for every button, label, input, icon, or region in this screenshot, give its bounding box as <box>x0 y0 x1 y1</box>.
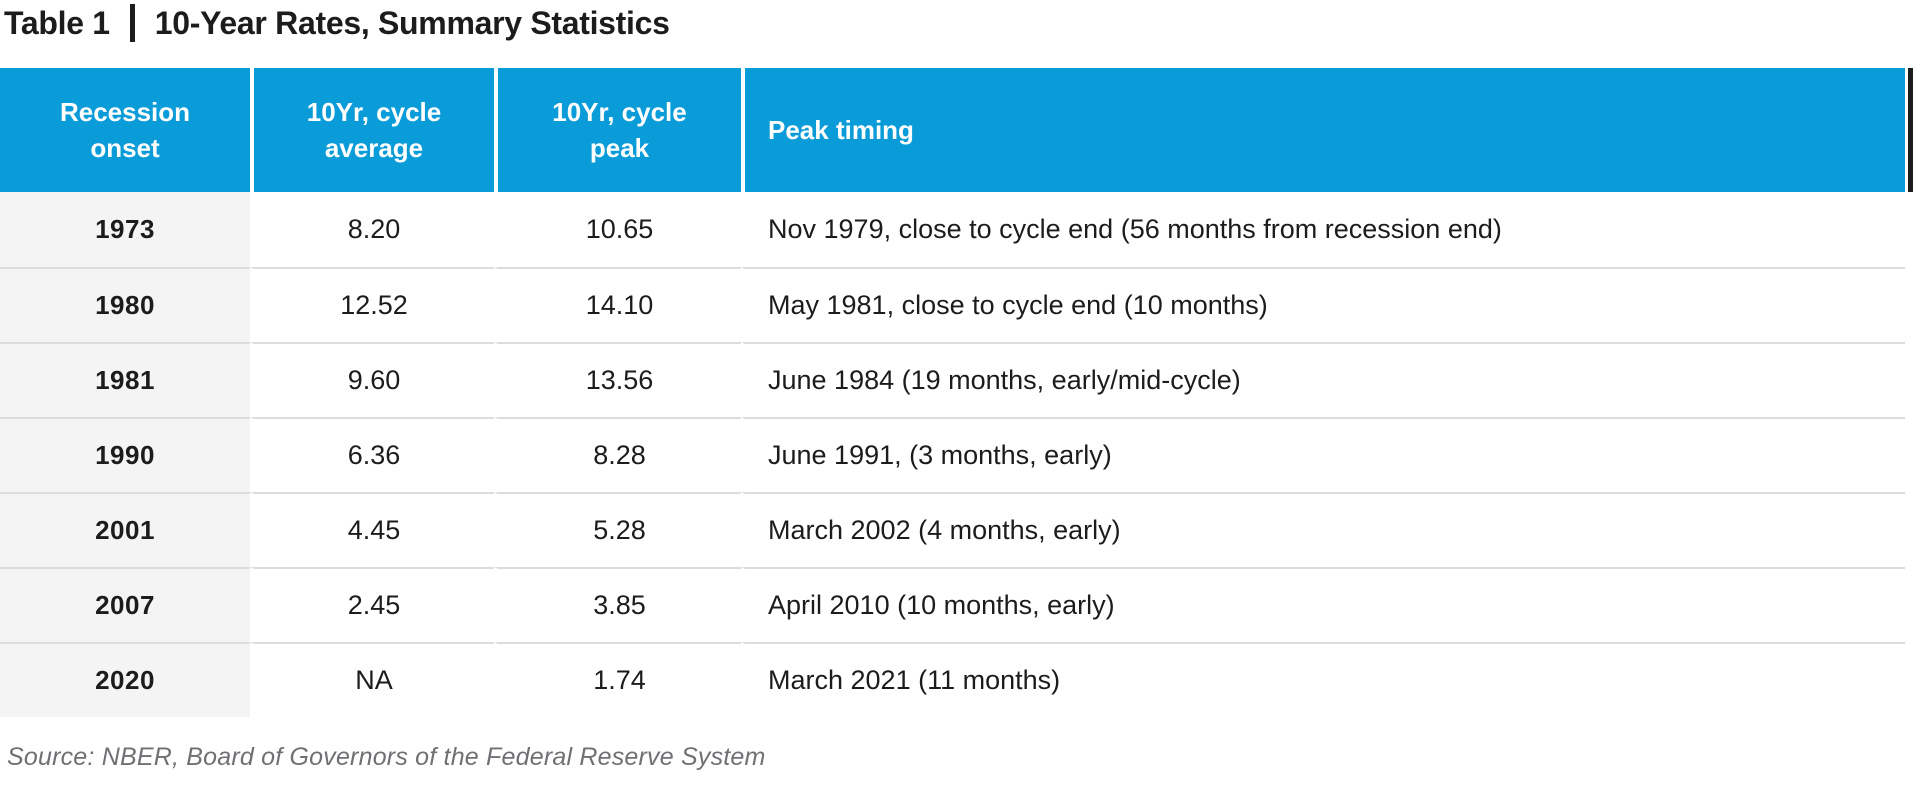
table-row: 2020 NA 1.74 March 2021 (11 months) <box>0 642 1905 717</box>
cell-peak-timing: Nov 1979, close to cycle end (56 months … <box>741 192 1905 267</box>
table-row: 1973 8.20 10.65 Nov 1979, close to cycle… <box>0 192 1905 267</box>
title-divider <box>129 4 135 42</box>
cell-peak-timing: March 2021 (11 months) <box>741 642 1905 717</box>
cell-cycle-peak: 1.74 <box>494 642 741 717</box>
cell-onset: 2007 <box>0 567 250 642</box>
table-title-text: 10-Year Rates, Summary Statistics <box>154 4 670 41</box>
cell-cycle-peak: 10.65 <box>494 192 741 267</box>
cell-cycle-peak: 14.10 <box>494 267 741 342</box>
col-header-recession-onset: Recession onset <box>0 68 250 192</box>
cell-cycle-average: 9.60 <box>250 342 494 417</box>
cell-cycle-peak: 3.85 <box>494 567 741 642</box>
cell-peak-timing: June 1991, (3 months, early) <box>741 417 1905 492</box>
table-row: 1980 12.52 14.10 May 1981, close to cycl… <box>0 267 1905 342</box>
cell-cycle-average: 6.36 <box>250 417 494 492</box>
table-number-label: Table 1 <box>4 4 110 41</box>
cell-cycle-average: 8.20 <box>250 192 494 267</box>
summary-statistics-table: Recession onset 10Yr, cycle average 10Yr… <box>0 68 1905 717</box>
cell-peak-timing: June 1984 (19 months, early/mid-cycle) <box>741 342 1905 417</box>
cell-onset: 1990 <box>0 417 250 492</box>
col-header-cycle-peak: 10Yr, cycle peak <box>494 68 741 192</box>
figure-title: Table 1 10-Year Rates, Summary Statistic… <box>0 0 1915 46</box>
table-container: Recession onset 10Yr, cycle average 10Yr… <box>0 68 1915 717</box>
col-header-peak-timing: Peak timing <box>741 68 1905 192</box>
table-row: 2007 2.45 3.85 April 2010 (10 months, ea… <box>0 567 1905 642</box>
table-row: 2001 4.45 5.28 March 2002 (4 months, ear… <box>0 492 1905 567</box>
cell-cycle-average: 12.52 <box>250 267 494 342</box>
col-header-cycle-average: 10Yr, cycle average <box>250 68 494 192</box>
header-row: Recession onset 10Yr, cycle average 10Yr… <box>0 68 1905 192</box>
cell-onset: 2020 <box>0 642 250 717</box>
cell-cycle-peak: 8.28 <box>494 417 741 492</box>
table-row: 1981 9.60 13.56 June 1984 (19 months, ea… <box>0 342 1905 417</box>
cell-cycle-peak: 5.28 <box>494 492 741 567</box>
cell-peak-timing: May 1981, close to cycle end (10 months) <box>741 267 1905 342</box>
cell-peak-timing: April 2010 (10 months, early) <box>741 567 1905 642</box>
cell-onset: 1980 <box>0 267 250 342</box>
cell-cycle-peak: 13.56 <box>494 342 741 417</box>
cell-onset: 1973 <box>0 192 250 267</box>
cell-peak-timing: March 2002 (4 months, early) <box>741 492 1905 567</box>
cell-cycle-average: NA <box>250 642 494 717</box>
header-edge-bar <box>1908 68 1913 192</box>
cell-onset: 1981 <box>0 342 250 417</box>
table-row: 1990 6.36 8.28 June 1991, (3 months, ear… <box>0 417 1905 492</box>
cell-cycle-average: 2.45 <box>250 567 494 642</box>
cell-onset: 2001 <box>0 492 250 567</box>
source-note: Source: NBER, Board of Governors of the … <box>7 743 766 771</box>
cell-cycle-average: 4.45 <box>250 492 494 567</box>
